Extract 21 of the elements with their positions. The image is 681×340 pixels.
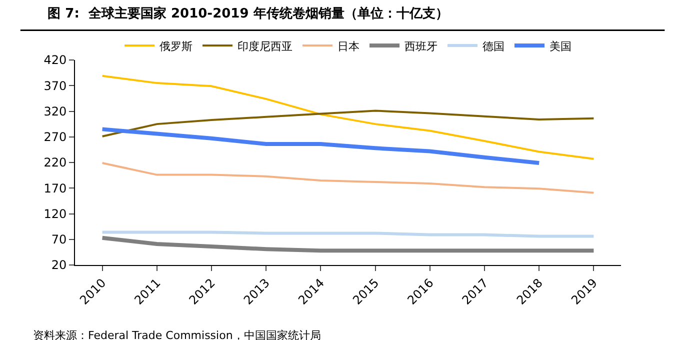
y-tick-label: 320 — [44, 104, 67, 118]
y-tick-label: 220 — [44, 156, 67, 170]
y-tick-label: 270 — [44, 130, 67, 144]
line-series — [101, 110, 595, 138]
legend-label: 俄罗斯 — [160, 40, 192, 53]
line-series — [100, 127, 542, 166]
y-tick-label: 370 — [44, 78, 67, 93]
y-tick-label: 420 — [44, 53, 67, 68]
legend-label: 美国 — [550, 40, 572, 53]
legend-label: 西班牙 — [404, 40, 438, 53]
line-series — [101, 74, 595, 160]
legend-label: 印度尼西亚 — [238, 40, 292, 53]
y-tick-label: 70 — [51, 232, 67, 247]
legend-label: 德国 — [482, 40, 504, 53]
y-tick-label: 120 — [44, 206, 67, 221]
chart-title: 图 7: 全球主要国家 2010-2019 年传统卷烟销量（单位：十亿支） — [48, 6, 448, 22]
line-series — [101, 162, 595, 194]
legend-label: 日本 — [338, 40, 360, 53]
line-series — [100, 236, 596, 253]
y-tick-label: 20 — [51, 258, 67, 272]
y-tick-label: 170 — [44, 181, 67, 196]
